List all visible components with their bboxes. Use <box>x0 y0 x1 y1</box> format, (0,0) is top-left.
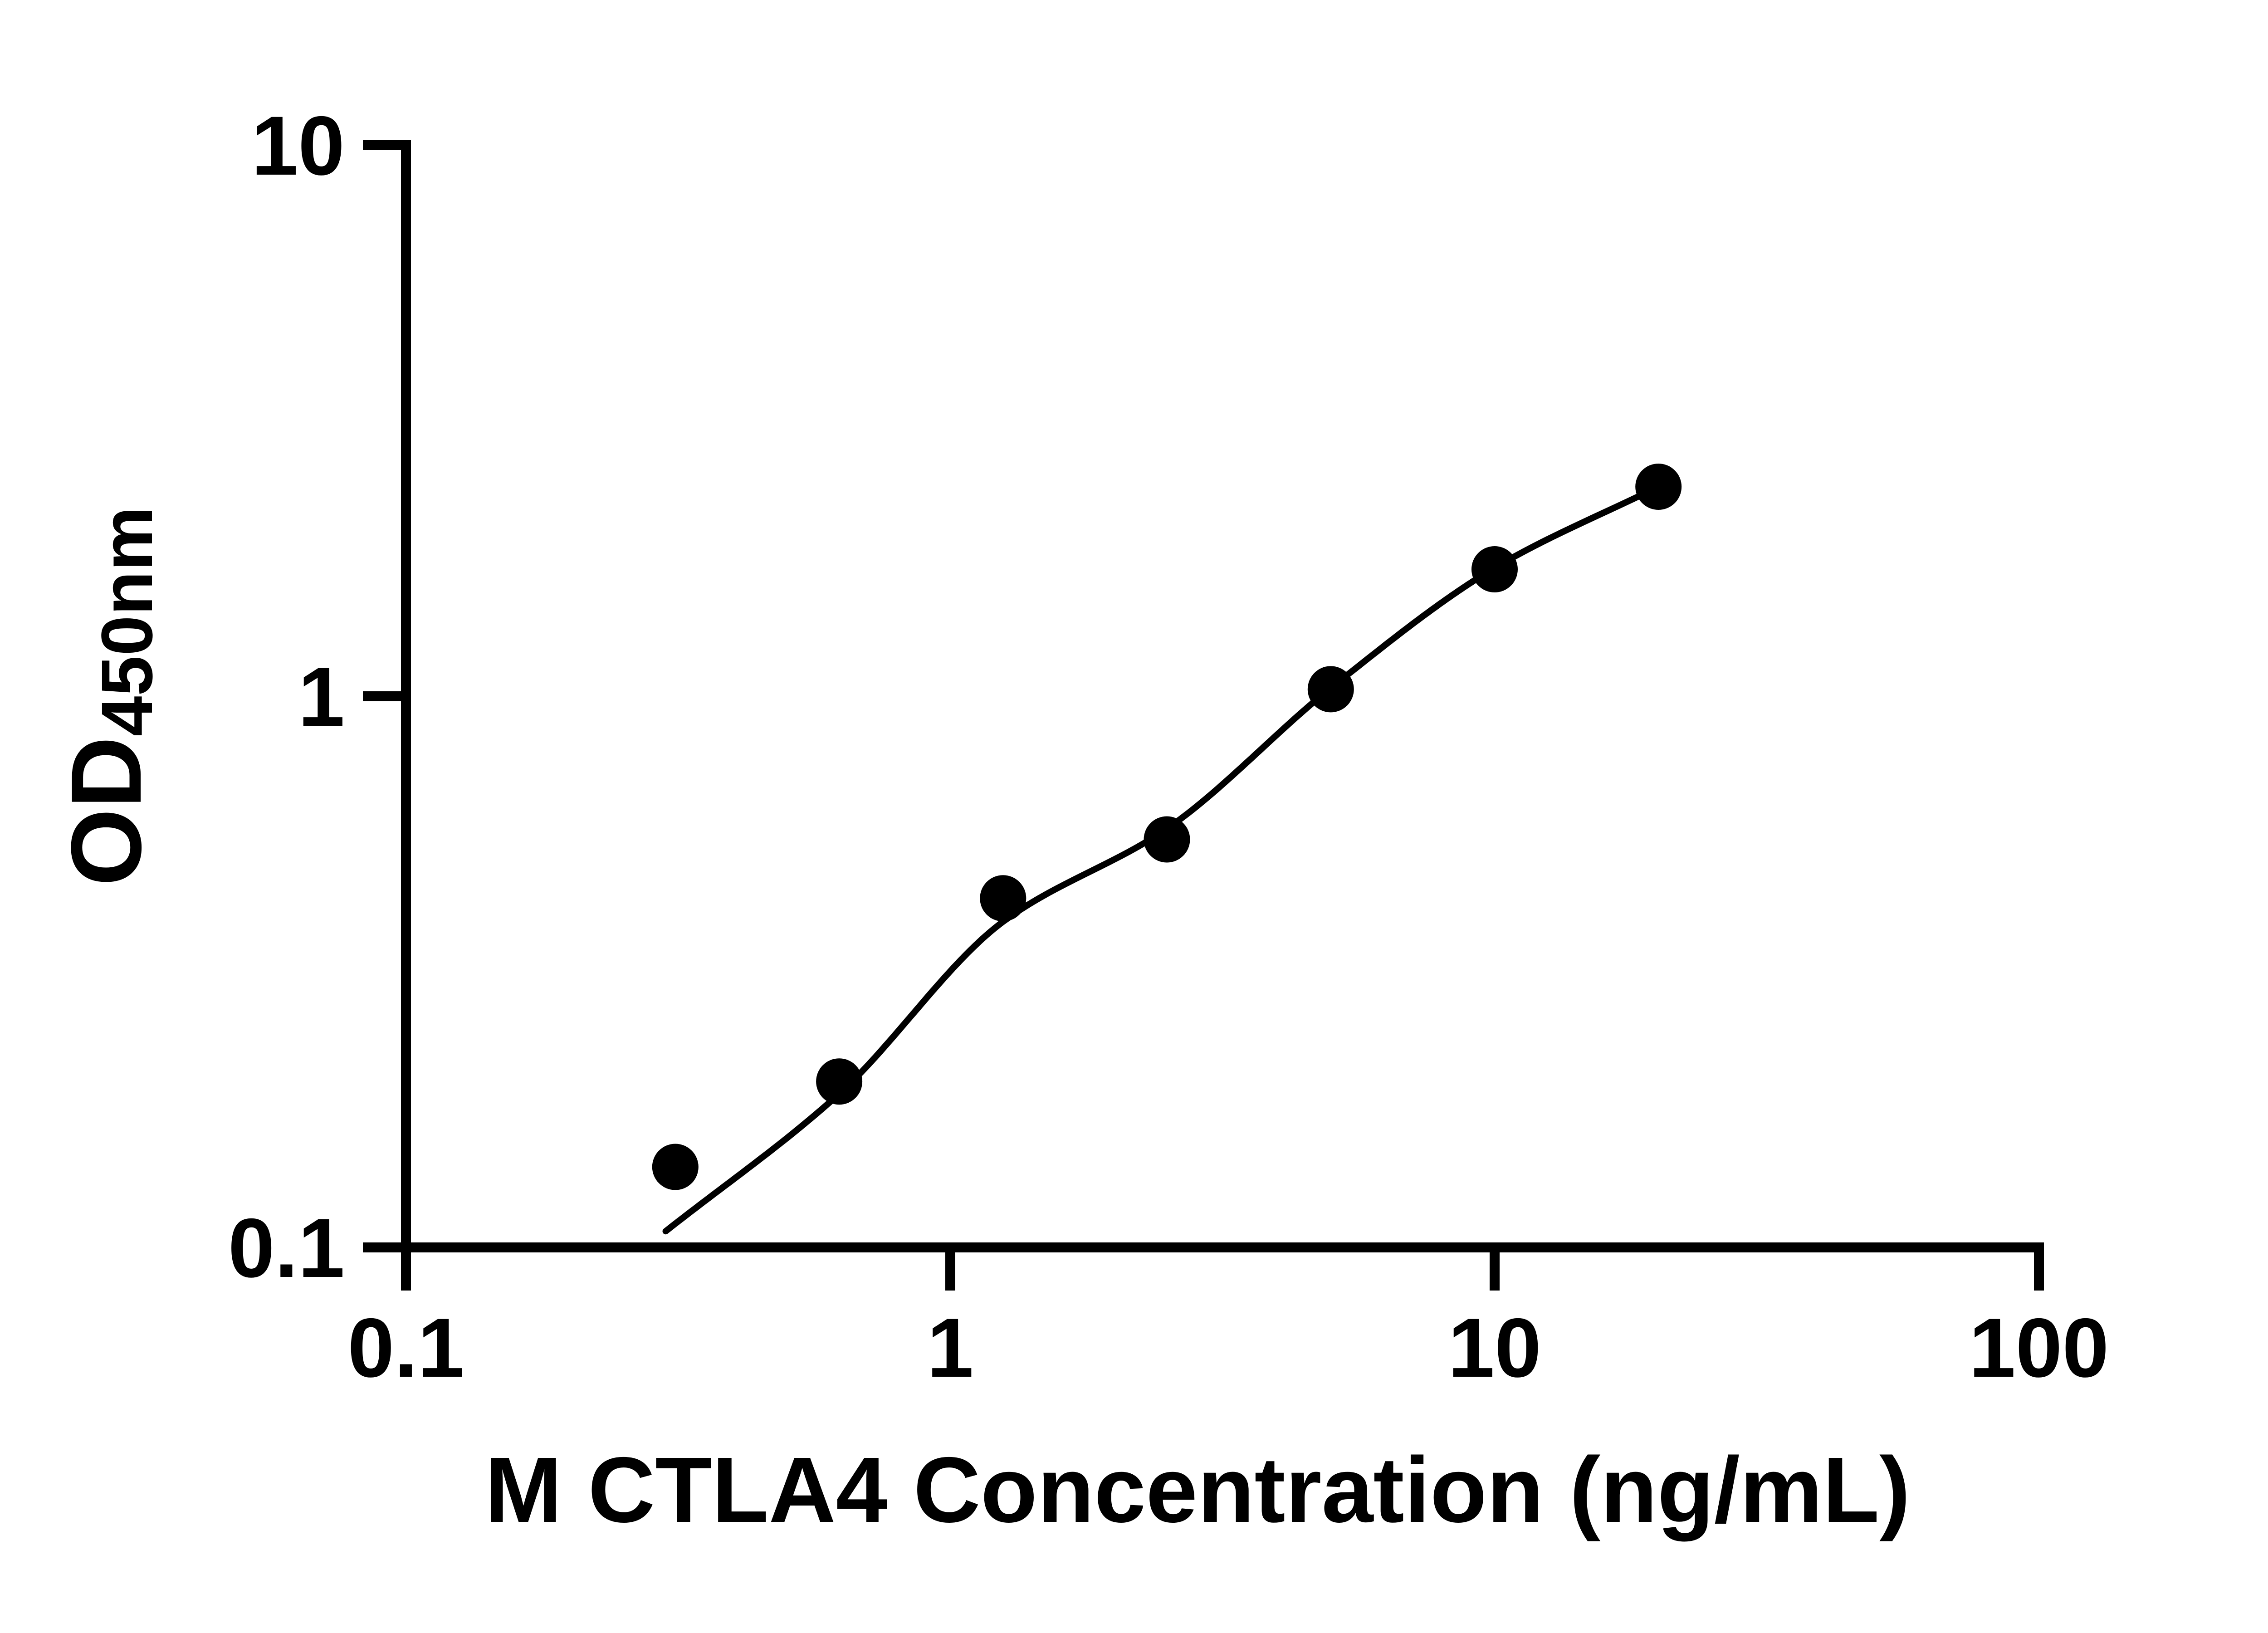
data-point-marker <box>1635 464 1682 510</box>
data-point-marker <box>1307 666 1354 713</box>
y-axis-title-subscript: 450nm <box>86 507 167 737</box>
axes <box>401 140 2044 1291</box>
x-tick-label: 100 <box>1969 1301 2109 1395</box>
tick-labels: 10 1 0.10.1 1 10 100 <box>228 99 2109 1395</box>
y-axis-title-main: OD <box>50 736 162 886</box>
data-point-marker <box>1471 546 1518 592</box>
data-points <box>652 464 1682 1190</box>
y-tick-label: 1 <box>298 650 345 744</box>
x-tick-label: 1 <box>927 1301 974 1395</box>
x-tick-label: 10 <box>1448 1301 1541 1395</box>
x-tick-label: 0.1 <box>347 1301 464 1395</box>
x-axis-title: M CTLA4 Concentration (ng/mL) <box>484 1438 1910 1542</box>
data-point-marker <box>1144 816 1190 863</box>
data-point-marker <box>816 1058 863 1105</box>
y-axis-title: OD450nm <box>50 507 167 886</box>
tick-marks <box>363 140 2044 1291</box>
y-tick-label: 10 <box>251 99 345 193</box>
data-point-marker <box>652 1144 699 1190</box>
y-tick-label: 0.1 <box>228 1202 345 1295</box>
data-point-marker <box>980 875 1026 922</box>
